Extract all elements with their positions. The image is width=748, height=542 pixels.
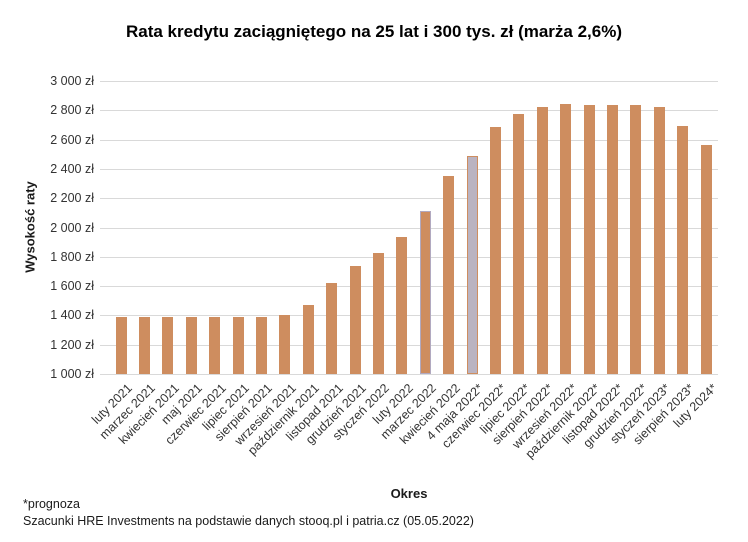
bar — [372, 253, 384, 374]
bar — [419, 211, 431, 374]
bar — [489, 127, 501, 374]
bar — [138, 316, 150, 374]
gridline — [100, 344, 718, 346]
bar — [115, 316, 127, 374]
y-tick-label: 2 600 zł — [50, 132, 94, 147]
bar — [396, 237, 408, 374]
bar — [630, 105, 642, 374]
y-tick-label: 2 400 zł — [50, 161, 94, 176]
gridline — [100, 286, 718, 288]
gridline — [100, 168, 718, 170]
y-tick-label: 2 200 zł — [50, 191, 94, 206]
gridline — [100, 139, 718, 141]
gridline — [100, 256, 718, 258]
bar — [279, 315, 291, 374]
gridline — [100, 198, 718, 200]
bar — [536, 106, 548, 374]
chart-title: Rata kredytu zaciągniętego na 25 lat i 3… — [125, 22, 623, 41]
gridline — [100, 315, 718, 317]
bar — [653, 106, 665, 374]
bar — [255, 316, 267, 374]
bar — [583, 105, 595, 374]
y-tick-label: 1 000 zł — [50, 367, 94, 381]
footnote-prognoza: *prognoza — [23, 497, 80, 511]
y-tick-label: 2 800 zł — [50, 103, 94, 118]
bar — [209, 316, 221, 374]
plot-area — [100, 81, 718, 375]
bar — [349, 265, 361, 374]
bar — [466, 155, 478, 374]
bar — [560, 103, 572, 374]
y-tick-label: 2 000 zł — [50, 220, 94, 235]
bar — [606, 105, 618, 374]
bar — [185, 316, 197, 374]
bar — [513, 113, 525, 374]
y-tick-label: 1 600 zł — [50, 279, 94, 294]
gridline — [100, 110, 718, 112]
gridline — [100, 227, 718, 229]
bar — [700, 145, 712, 374]
y-tick-label: 3 000 zł — [50, 74, 94, 88]
y-tick-label: 1 200 zł — [50, 337, 94, 352]
bar — [326, 283, 338, 374]
bar — [443, 176, 455, 374]
y-tick-label: 1 400 zł — [50, 308, 94, 323]
bar — [302, 305, 314, 374]
bar — [162, 316, 174, 374]
gridline — [100, 81, 718, 82]
bar — [232, 316, 244, 374]
x-axis-title: Okres — [390, 486, 428, 501]
y-tick-label: 1 800 zł — [50, 249, 94, 264]
gridline — [100, 374, 718, 375]
footnote-source: Szacunki HRE Investments na podstawie da… — [23, 514, 474, 528]
bar — [677, 125, 689, 374]
